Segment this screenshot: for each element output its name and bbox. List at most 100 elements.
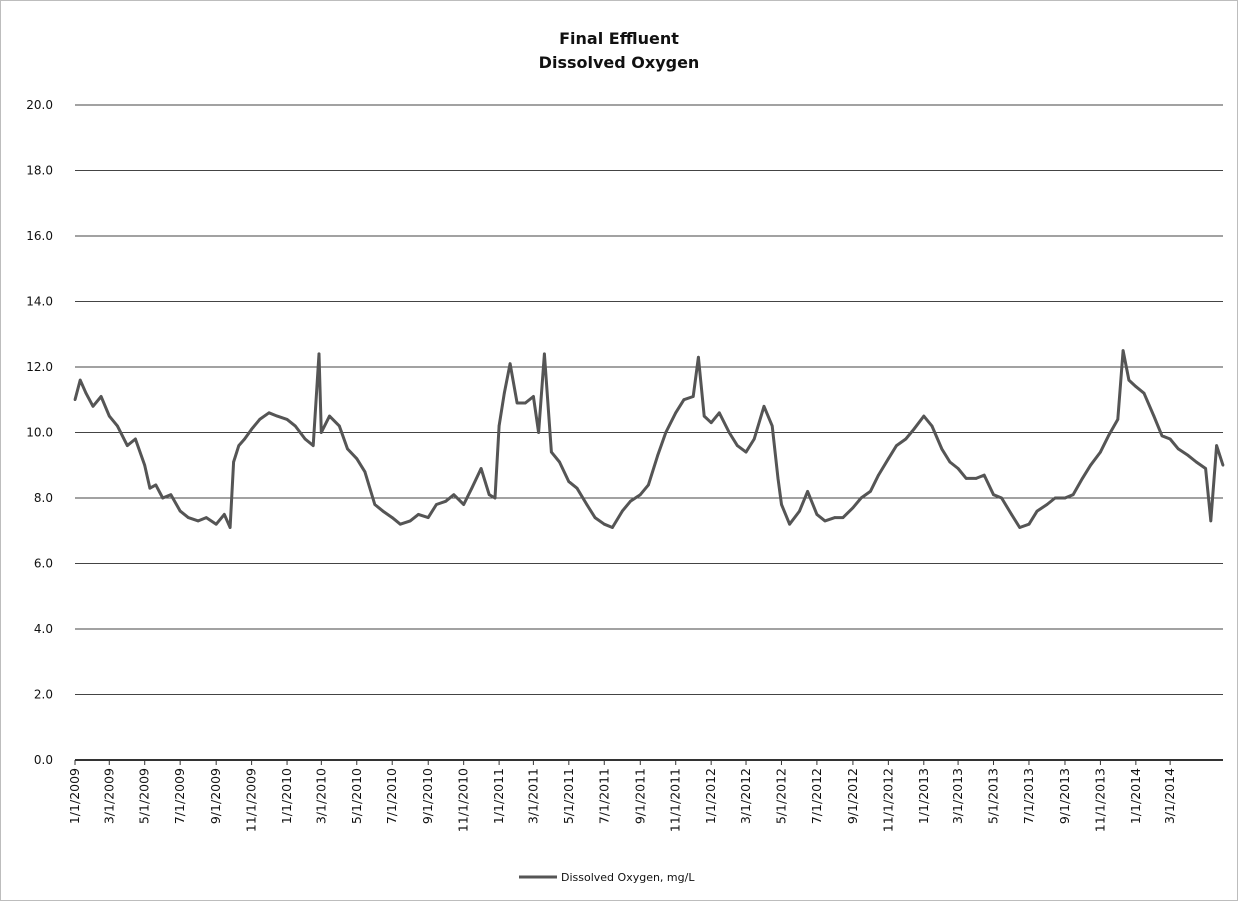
y-tick-label: 12.0 bbox=[26, 360, 53, 374]
y-tick-label: 16.0 bbox=[26, 229, 53, 243]
x-tick-label: 7/1/2011 bbox=[596, 768, 611, 824]
data-point bbox=[550, 450, 553, 454]
x-tick-label: 11/1/2011 bbox=[668, 768, 683, 832]
data-point bbox=[408, 519, 412, 523]
x-tick-label: 1/1/2013 bbox=[916, 768, 931, 824]
y-tick-label: 8.0 bbox=[34, 491, 53, 505]
data-point bbox=[974, 477, 978, 480]
data-point bbox=[373, 503, 377, 506]
data-point bbox=[1221, 464, 1225, 467]
data-point bbox=[1209, 519, 1213, 523]
data-point bbox=[1186, 454, 1190, 457]
x-tick-label: 9/1/2009 bbox=[208, 768, 223, 824]
data-point bbox=[205, 516, 208, 519]
data-point bbox=[833, 516, 837, 519]
x-tick-label: 5/1/2011 bbox=[561, 768, 576, 824]
data-point bbox=[363, 470, 367, 474]
data-point bbox=[390, 516, 394, 519]
x-tick-label: 5/1/2012 bbox=[773, 768, 788, 824]
data-point bbox=[435, 503, 438, 506]
data-point bbox=[1063, 496, 1067, 500]
data-point bbox=[508, 362, 512, 366]
x-tick-label: 3/1/2011 bbox=[525, 768, 540, 824]
x-tick-label: 11/1/2009 bbox=[244, 768, 259, 832]
data-point bbox=[250, 427, 253, 431]
data-point bbox=[237, 444, 241, 447]
data-point bbox=[462, 503, 466, 506]
x-tick-label: 5/1/2009 bbox=[137, 768, 152, 824]
data-point bbox=[912, 427, 916, 431]
data-point bbox=[1215, 444, 1218, 447]
data-point bbox=[1107, 434, 1110, 438]
x-tick-label: 1/1/2011 bbox=[491, 768, 506, 824]
x-tick-label: 7/1/2009 bbox=[172, 768, 187, 824]
y-tick-label: 4.0 bbox=[34, 622, 53, 636]
x-tick-label: 9/1/2011 bbox=[632, 768, 647, 824]
data-point bbox=[84, 391, 88, 395]
x-tick-label: 5/1/2010 bbox=[349, 768, 364, 824]
data-point bbox=[1168, 437, 1172, 441]
data-point bbox=[956, 467, 960, 470]
data-point bbox=[328, 414, 331, 418]
data-point bbox=[895, 444, 898, 447]
data-point bbox=[575, 486, 579, 490]
data-point bbox=[697, 355, 700, 359]
data-point bbox=[1010, 513, 1013, 516]
data-point bbox=[788, 522, 791, 526]
data-point bbox=[1099, 450, 1102, 454]
data-point bbox=[558, 460, 561, 464]
x-tick-label: 1/1/2010 bbox=[279, 768, 294, 824]
data-point bbox=[543, 352, 546, 356]
data-point bbox=[73, 398, 77, 402]
data-point bbox=[736, 444, 739, 447]
data-point bbox=[126, 444, 129, 447]
data-point bbox=[798, 509, 801, 513]
data-point bbox=[178, 509, 182, 513]
x-tick-label: 1/1/2012 bbox=[703, 768, 718, 824]
data-point bbox=[154, 483, 158, 487]
data-point bbox=[982, 473, 986, 477]
data-point bbox=[691, 395, 695, 398]
data-point bbox=[232, 460, 235, 464]
data-point bbox=[1035, 509, 1039, 513]
data-point bbox=[611, 526, 614, 529]
data-point bbox=[727, 431, 731, 434]
data-point bbox=[948, 460, 952, 464]
data-point bbox=[859, 496, 863, 500]
legend: Dissolved Oxygen, mg/L bbox=[519, 871, 695, 884]
data-point bbox=[1071, 493, 1075, 497]
data-point bbox=[99, 395, 103, 398]
data-point bbox=[762, 405, 766, 408]
data-point bbox=[1027, 522, 1031, 526]
y-tick-label: 14.0 bbox=[26, 295, 53, 309]
data-point bbox=[1204, 467, 1207, 470]
data-point bbox=[682, 398, 686, 402]
data-point bbox=[470, 486, 474, 490]
data-point bbox=[603, 522, 606, 526]
data-point bbox=[992, 493, 995, 497]
data-point bbox=[78, 378, 82, 382]
y-tick-label: 6.0 bbox=[34, 557, 53, 571]
data-point bbox=[806, 490, 809, 493]
data-point bbox=[515, 401, 519, 405]
data-point bbox=[940, 447, 944, 451]
data-point bbox=[214, 522, 218, 526]
y-tick-label: 0.0 bbox=[34, 753, 53, 767]
data-point bbox=[537, 431, 540, 434]
x-tick-label: 7/1/2010 bbox=[384, 768, 399, 824]
data-point bbox=[116, 424, 119, 428]
data-point bbox=[1089, 464, 1092, 467]
data-point bbox=[487, 493, 491, 497]
x-tick-label: 3/1/2014 bbox=[1162, 768, 1177, 824]
data-point bbox=[258, 418, 262, 421]
data-point bbox=[709, 421, 713, 425]
data-point bbox=[815, 513, 819, 516]
data-point bbox=[1134, 385, 1138, 388]
data-point bbox=[452, 493, 456, 497]
data-point bbox=[317, 352, 321, 356]
x-tick-label: 3/1/2009 bbox=[101, 768, 116, 824]
data-point bbox=[1142, 391, 1146, 395]
data-point bbox=[1018, 526, 1021, 529]
data-point bbox=[1045, 503, 1049, 506]
